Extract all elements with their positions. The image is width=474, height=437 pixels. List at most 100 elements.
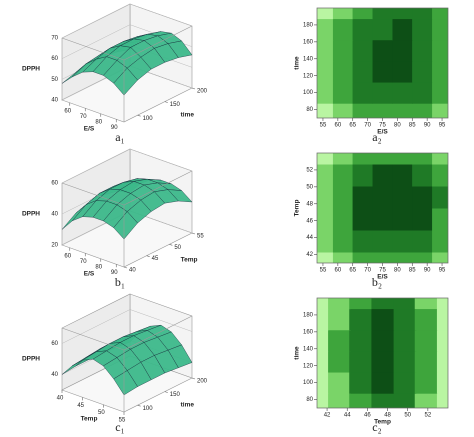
contour-cell [432, 103, 448, 118]
contour-cell [349, 350, 372, 373]
contour-cell [412, 186, 433, 209]
x-axis-label: E/S [377, 129, 388, 136]
contour-cell [393, 393, 417, 408]
contour-cell [414, 298, 438, 310]
contour-cell [352, 8, 374, 20]
contour-cell [371, 372, 395, 394]
contour-cell [432, 186, 448, 209]
contour-cell [317, 393, 329, 408]
contour-cell [328, 350, 351, 373]
x-tick-label: 90 [424, 268, 431, 274]
x-tick-label: 50 [404, 413, 411, 419]
contour-cell [372, 153, 393, 165]
contour-cell [371, 308, 395, 331]
contour-cell [392, 208, 413, 231]
z-grid-line [61, 3, 193, 39]
caption: c₁ [115, 420, 125, 434]
contour-cell [393, 329, 417, 352]
contour-cell [332, 60, 354, 83]
contour-cell [352, 164, 374, 187]
surface-patch [113, 67, 138, 96]
x-tick-label: 70 [80, 114, 87, 120]
x-tick-label: 40 [57, 396, 64, 402]
contour-cell [349, 393, 372, 408]
x-tick-label: 75 [379, 268, 386, 274]
contour-cell [352, 208, 374, 231]
contour-cell [432, 60, 448, 83]
box-edge [61, 37, 125, 61]
y-tick-label: 180 [303, 313, 314, 319]
y-axis-label: Temp [294, 200, 301, 217]
contour-cell [393, 308, 417, 331]
contour-cell [352, 39, 374, 62]
x-tick-label: 70 [80, 259, 87, 265]
x-tick-label: 90 [424, 123, 431, 129]
contour-cell [352, 82, 374, 104]
contour-cell [436, 308, 448, 331]
contour-cell [432, 39, 448, 62]
contour-cell [392, 60, 413, 83]
y-tick-label: 80 [306, 397, 313, 403]
contour-cell [332, 8, 354, 20]
contour-cell [392, 186, 413, 209]
contour-cell [328, 298, 351, 310]
contour-cell [393, 350, 417, 373]
contour-cell [352, 103, 374, 118]
contour-cell [414, 393, 438, 408]
contour-cell [332, 252, 354, 263]
contour-cell [317, 8, 334, 20]
y-tick [169, 244, 173, 246]
x-tick-label: 52 [425, 413, 432, 419]
y-tick-label: 120 [303, 73, 314, 79]
contour-cell [317, 164, 334, 187]
y-tick-label: 44 [306, 235, 313, 241]
contour-cell [393, 372, 417, 394]
x-tick-label: 85 [409, 123, 416, 129]
contour-cell [412, 103, 433, 118]
y-tick [123, 266, 128, 269]
box-edge [123, 315, 193, 351]
contour-cell [412, 230, 433, 253]
y-tick [191, 377, 196, 380]
contour-cell [432, 82, 448, 104]
contour-cell [432, 164, 448, 187]
x-tick-label: 42 [324, 413, 331, 419]
y-tick-label: 100 [303, 90, 314, 96]
contour-cell [372, 18, 393, 41]
x-tick-label: 48 [384, 413, 391, 419]
contour-cell [372, 39, 393, 62]
y-tick-label: 120 [303, 363, 314, 369]
z-tick-label: 50 [51, 77, 58, 83]
x-tick-label: 60 [334, 123, 341, 129]
x-tick-label: 80 [95, 264, 102, 270]
contour-cell [317, 82, 334, 104]
z-tick-label: 40 [51, 98, 58, 104]
x-tick-label: 46 [364, 413, 371, 419]
contour-cell [371, 350, 395, 373]
contour-cell [432, 230, 448, 253]
contour-cell [349, 329, 372, 352]
x-tick-label: 70 [364, 123, 371, 129]
box-edge [61, 182, 125, 206]
contour-cell [414, 372, 438, 394]
x-tick-label: 80 [394, 268, 401, 274]
x-tick-label: 60 [64, 108, 71, 114]
box-edge [123, 25, 193, 61]
contour-cells [317, 153, 448, 263]
x-axis-label: E/S [84, 126, 95, 133]
contour-cell [392, 18, 413, 41]
x-tick-label: 90 [111, 125, 118, 131]
contour-cell [392, 252, 413, 263]
contour-cell [349, 298, 372, 310]
y-tick-label: 180 [303, 23, 314, 29]
contour-cell [414, 308, 438, 331]
y-tick-label: 160 [303, 329, 314, 335]
contour-cell [332, 164, 354, 187]
contour-cell [436, 329, 448, 352]
y-tick-label: 100 [303, 380, 314, 386]
z-tick-label: 20 [51, 243, 58, 249]
contour-cell [412, 252, 433, 263]
contour-cell [436, 393, 448, 408]
